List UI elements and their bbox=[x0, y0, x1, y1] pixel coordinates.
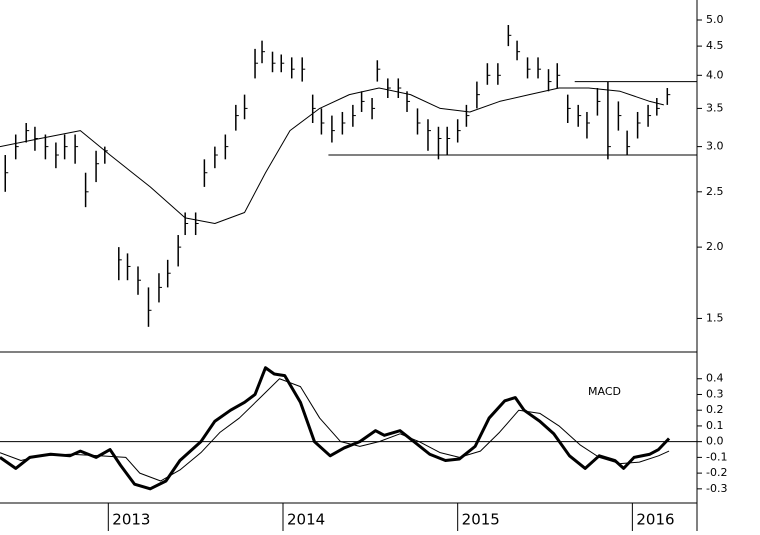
x-tick-label: 2016 bbox=[636, 511, 674, 529]
y-tick-label: 0.3 bbox=[706, 387, 724, 400]
line bbox=[0, 378, 670, 482]
line bbox=[0, 366, 671, 491]
y-tick-label: 0.2 bbox=[706, 403, 724, 416]
x-tick-label: 2013 bbox=[112, 511, 150, 529]
y-tick-label: 3.0 bbox=[706, 140, 724, 153]
y-tick-label: 0.0 bbox=[706, 435, 724, 448]
y-tick-label: 4.0 bbox=[706, 68, 724, 81]
y-tick-label: 3.5 bbox=[706, 101, 724, 114]
y-tick-label: -0.3 bbox=[706, 482, 727, 495]
y-tick-label: 0.4 bbox=[706, 372, 724, 385]
y-tick-label: 5.0 bbox=[706, 13, 724, 26]
y-tick-label: 0.1 bbox=[706, 419, 724, 432]
y-tick-label: -0.2 bbox=[706, 466, 727, 479]
y-tick-label: 4.5 bbox=[706, 39, 724, 52]
y-tick-label: 1.5 bbox=[706, 311, 724, 324]
x-tick-label: 2014 bbox=[287, 511, 325, 529]
x-tick-label: 2015 bbox=[462, 511, 500, 529]
line bbox=[0, 87, 664, 224]
y-tick-label: -0.1 bbox=[706, 450, 727, 463]
y-tick-label: 2.0 bbox=[706, 240, 724, 253]
y-tick-label: 2.5 bbox=[706, 185, 724, 198]
macd-label: MACD bbox=[588, 385, 621, 398]
